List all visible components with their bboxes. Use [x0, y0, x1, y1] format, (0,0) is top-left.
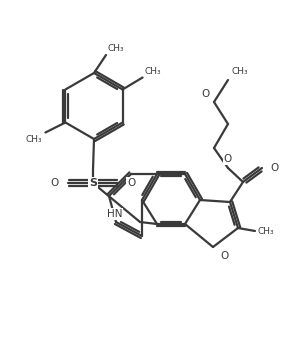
Text: O: O: [51, 178, 59, 188]
Text: O: O: [220, 251, 228, 261]
Text: CH₃: CH₃: [26, 135, 42, 144]
Text: CH₃: CH₃: [108, 44, 125, 53]
Text: O: O: [224, 154, 232, 164]
Text: O: O: [127, 178, 135, 188]
Text: CH₃: CH₃: [231, 67, 248, 76]
Text: CH₃: CH₃: [258, 227, 275, 236]
Text: S: S: [89, 178, 97, 188]
Text: CH₃: CH₃: [145, 67, 161, 76]
Text: HN: HN: [106, 209, 122, 219]
Text: O: O: [270, 163, 278, 173]
Text: O: O: [202, 89, 210, 99]
